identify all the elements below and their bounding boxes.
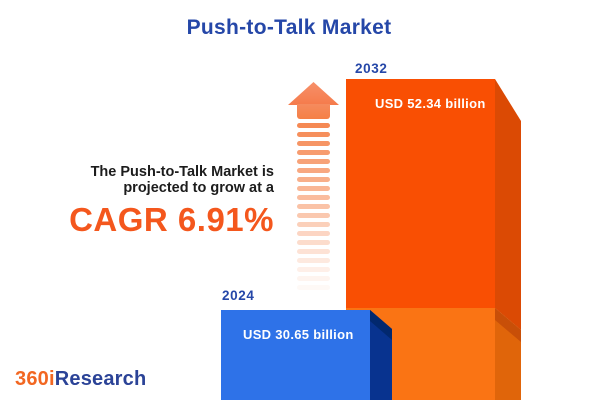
bar-2024-front bbox=[221, 310, 370, 400]
arrow-stripe bbox=[297, 186, 330, 191]
logo-suffix: Research bbox=[54, 368, 147, 390]
arrow-stripes bbox=[297, 123, 330, 294]
arrow-stripe bbox=[297, 285, 330, 290]
arrow-stripe bbox=[297, 204, 330, 209]
description-block: The Push-to-Talk Market is projected to … bbox=[69, 164, 274, 237]
logo-prefix: 360i bbox=[15, 368, 55, 390]
arrow-stripe bbox=[297, 132, 330, 137]
brand-logo: 360iResearch bbox=[15, 368, 146, 391]
arrow-stripe bbox=[297, 159, 330, 164]
arrow-stripe bbox=[297, 177, 330, 182]
arrow-stem bbox=[297, 104, 330, 119]
arrow-stripe bbox=[297, 168, 330, 173]
bar-2024-fold-shadow bbox=[370, 310, 392, 340]
arrow-stripe bbox=[297, 141, 330, 146]
arrow-stripe bbox=[297, 222, 330, 227]
description-line-1: The Push-to-Talk Market is bbox=[90, 164, 274, 180]
arrow-stripe bbox=[297, 231, 330, 236]
cagr-value: CAGR 6.91% bbox=[69, 201, 274, 238]
arrow-stripe bbox=[297, 249, 330, 254]
arrow-stripe bbox=[297, 123, 330, 128]
arrow-stripe bbox=[297, 276, 330, 281]
arrow-stripe bbox=[297, 150, 330, 155]
bar-2032-fold-shadow bbox=[495, 308, 521, 342]
arrow-stripe bbox=[297, 267, 330, 272]
page-title: Push-to-Talk Market bbox=[186, 16, 392, 39]
bar-value-label-2032: USD 52.34 billion bbox=[375, 96, 486, 111]
arrow-stripe bbox=[297, 240, 330, 245]
arrow-stripe bbox=[297, 195, 330, 200]
bar-value-label-2024: USD 30.65 billion bbox=[243, 327, 354, 342]
bar-year-label-2024: 2024 bbox=[222, 288, 255, 303]
bar-2032-front-growth bbox=[346, 79, 495, 308]
bar-year-label-2032: 2032 bbox=[355, 61, 388, 76]
bar-2032-side-growth bbox=[495, 79, 521, 330]
description-line-2: projected to grow at a bbox=[123, 180, 274, 196]
arrow-stripe bbox=[297, 213, 330, 218]
arrow-stripe bbox=[297, 258, 330, 263]
